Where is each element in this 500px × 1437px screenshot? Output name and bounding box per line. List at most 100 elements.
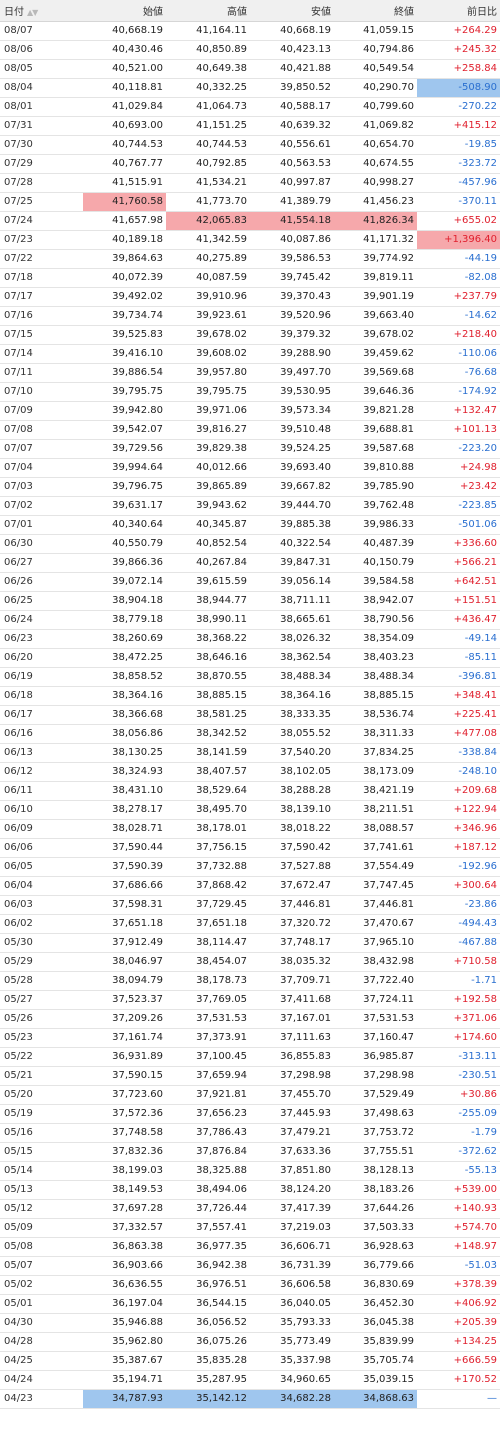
high-cell: 41,151.25 <box>166 116 250 136</box>
low-cell: 36,040.05 <box>250 1294 334 1314</box>
date-cell: 08/05 <box>0 59 83 79</box>
change-cell: +371.06 <box>417 1009 500 1029</box>
low-cell: 40,556.61 <box>250 135 334 155</box>
date-cell: 06/17 <box>0 705 83 725</box>
table-row: 04/24 35,194.71 35,287.95 34,960.65 35,039.1… <box>0 1370 500 1390</box>
close-cell: 38,128.13 <box>334 1161 417 1181</box>
change-cell: -19.85 <box>417 135 500 155</box>
high-cell: 37,726.44 <box>166 1199 250 1219</box>
low-cell: 41,389.79 <box>250 192 334 212</box>
high-cell: 35,287.95 <box>166 1370 250 1390</box>
table-row: 07/04 39,994.64 40,012.66 39,693.40 39,810.8… <box>0 458 500 478</box>
change-cell: +710.58 <box>417 952 500 972</box>
low-cell: 37,445.93 <box>250 1104 334 1124</box>
high-column-header[interactable]: 高値 <box>166 0 250 22</box>
low-cell: 39,520.96 <box>250 306 334 326</box>
open-cell: 39,072.14 <box>83 572 166 592</box>
high-cell: 36,075.26 <box>166 1332 250 1352</box>
open-cell: 37,723.60 <box>83 1085 166 1105</box>
close-cell: 35,039.15 <box>334 1370 417 1390</box>
high-cell: 37,100.45 <box>166 1047 250 1067</box>
low-cell: 38,665.61 <box>250 610 334 630</box>
close-cell: 39,810.88 <box>334 458 417 478</box>
date-header-label: 日付 <box>4 6 24 18</box>
high-cell: 38,368.22 <box>166 629 250 649</box>
table-row: 05/28 38,094.79 38,178.73 37,709.71 37,722.4… <box>0 971 500 991</box>
close-cell: 37,724.11 <box>334 990 417 1010</box>
high-cell: 40,852.54 <box>166 534 250 554</box>
close-cell: 37,531.53 <box>334 1009 417 1029</box>
close-cell: 40,674.55 <box>334 154 417 174</box>
change-cell: +209.68 <box>417 781 500 801</box>
close-cell: 38,403.23 <box>334 648 417 668</box>
date-cell: 06/25 <box>0 591 83 611</box>
low-cell: 37,167.01 <box>250 1009 334 1029</box>
date-cell: 07/08 <box>0 420 83 440</box>
open-cell: 40,118.81 <box>83 78 166 98</box>
low-cell: 39,885.38 <box>250 515 334 535</box>
close-column-header[interactable]: 終値 <box>334 0 417 22</box>
date-cell: 05/12 <box>0 1199 83 1219</box>
change-cell: -1.79 <box>417 1123 500 1143</box>
change-cell: -110.06 <box>417 344 500 364</box>
low-cell: 36,606.71 <box>250 1237 334 1257</box>
low-cell: 38,333.35 <box>250 705 334 725</box>
date-column-header[interactable]: 日付 ▲▼ <box>0 0 83 22</box>
sort-icon[interactable]: ▲▼ <box>27 7 38 17</box>
high-cell: 38,178.73 <box>166 971 250 991</box>
date-cell: 06/30 <box>0 534 83 554</box>
table-row: 06/19 38,858.52 38,870.55 38,488.34 38,488.3… <box>0 667 500 687</box>
close-cell: 41,826.34 <box>334 211 417 231</box>
high-cell: 41,164.11 <box>166 21 250 41</box>
open-column-header[interactable]: 始値 <box>83 0 166 22</box>
open-cell: 37,598.31 <box>83 895 166 915</box>
table-row: 08/01 41,029.84 41,064.73 40,588.17 40,799.6… <box>0 97 500 117</box>
high-cell: 39,615.59 <box>166 572 250 592</box>
close-cell: 36,779.66 <box>334 1256 417 1276</box>
low-column-header[interactable]: 安値 <box>250 0 334 22</box>
table-row: 07/03 39,796.75 39,865.89 39,667.82 39,785.9… <box>0 477 500 497</box>
change-column-header[interactable]: 前日比 <box>417 0 500 22</box>
date-cell: 05/09 <box>0 1218 83 1238</box>
change-cell: +1,396.40 <box>417 230 500 250</box>
low-cell: 39,510.48 <box>250 420 334 440</box>
change-cell: +225.41 <box>417 705 500 725</box>
high-cell: 37,921.81 <box>166 1085 250 1105</box>
table-row: 05/20 37,723.60 37,921.81 37,455.70 37,529.4… <box>0 1085 500 1105</box>
change-cell: -55.13 <box>417 1161 500 1181</box>
date-cell: 05/23 <box>0 1028 83 1048</box>
table-row: 07/02 39,631.17 39,943.62 39,444.70 39,762.4… <box>0 496 500 516</box>
date-cell: 05/15 <box>0 1142 83 1162</box>
table-row: 05/13 38,149.53 38,494.06 38,124.20 38,183.2… <box>0 1180 500 1200</box>
table-row: 07/01 40,340.64 40,345.87 39,885.38 39,986.3… <box>0 515 500 535</box>
date-cell: 06/27 <box>0 553 83 573</box>
table-row: 07/24 41,657.98 42,065.83 41,554.18 41,826.3… <box>0 211 500 231</box>
table-row: 06/27 39,866.36 40,267.84 39,847.31 40,150.7… <box>0 553 500 573</box>
low-cell: 39,693.40 <box>250 458 334 478</box>
high-cell: 40,345.87 <box>166 515 250 535</box>
low-cell: 35,337.98 <box>250 1351 334 1371</box>
low-cell: 40,668.19 <box>250 21 334 41</box>
date-cell: 06/03 <box>0 895 83 915</box>
close-cell: 37,554.49 <box>334 857 417 877</box>
high-cell: 40,087.59 <box>166 268 250 288</box>
low-cell: 39,847.31 <box>250 553 334 573</box>
low-cell: 37,527.88 <box>250 857 334 877</box>
date-cell: 07/22 <box>0 249 83 269</box>
date-cell: 06/10 <box>0 800 83 820</box>
table-row: 06/04 37,686.66 37,868.42 37,672.47 37,747.4… <box>0 876 500 896</box>
date-cell: 06/12 <box>0 762 83 782</box>
table-row: 05/29 38,046.97 38,454.07 38,035.32 38,432.9… <box>0 952 500 972</box>
high-cell: 37,769.05 <box>166 990 250 1010</box>
date-cell: 05/29 <box>0 952 83 972</box>
table-row: 05/26 37,209.26 37,531.53 37,167.01 37,531.5… <box>0 1009 500 1029</box>
date-cell: 07/28 <box>0 173 83 193</box>
high-cell: 37,531.53 <box>166 1009 250 1029</box>
date-cell: 08/07 <box>0 21 83 41</box>
open-cell: 40,340.64 <box>83 515 166 535</box>
close-cell: 37,741.61 <box>334 838 417 858</box>
change-cell: -494.43 <box>417 914 500 934</box>
table-row: 05/01 36,197.04 36,544.15 36,040.05 36,452.3… <box>0 1294 500 1314</box>
change-cell: +30.86 <box>417 1085 500 1105</box>
